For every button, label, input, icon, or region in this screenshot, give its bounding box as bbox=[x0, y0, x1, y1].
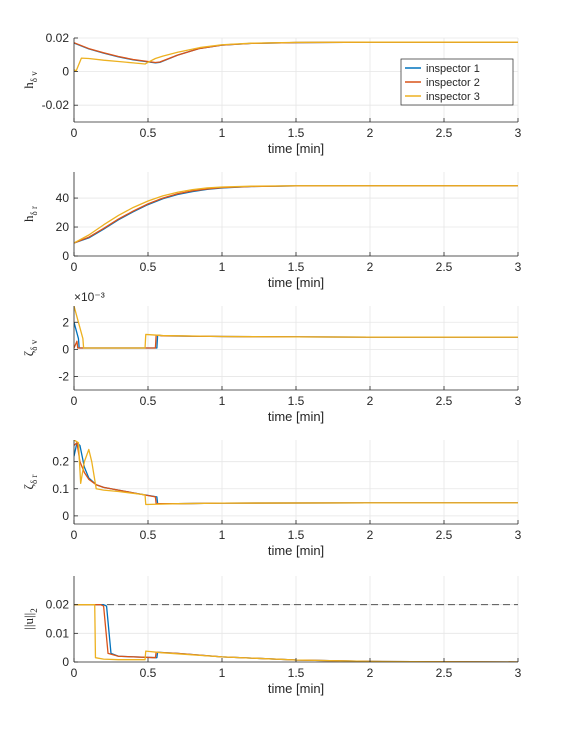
subplot-2: 0 0.5 1 1.5 2 2.5 3 0 20 40 time [min] hδ r bbox=[21, 172, 522, 290]
y-axis-label-subscript: 2 bbox=[29, 608, 39, 613]
x-tick-label: 2.5 bbox=[436, 666, 453, 680]
y-tick-label: 20 bbox=[56, 220, 70, 234]
y-axis-label-main: h bbox=[21, 215, 36, 222]
x-tick-label: 2.5 bbox=[436, 260, 453, 274]
y-axis-label-main: ζ bbox=[21, 483, 36, 489]
series-line-3 bbox=[74, 185, 518, 244]
x-tick-label: 1.5 bbox=[288, 528, 305, 542]
x-tick-label: 2 bbox=[367, 666, 374, 680]
y-tick-label: 0.1 bbox=[52, 482, 69, 496]
y-tick-label: 0 bbox=[62, 65, 69, 79]
series-line-3 bbox=[74, 41, 518, 72]
x-tick-label: 0 bbox=[71, 260, 78, 274]
y-axis-label: ||u||2 bbox=[21, 608, 39, 629]
y-tick-label: 0 bbox=[62, 249, 69, 263]
series-group bbox=[74, 41, 518, 72]
y-axis-label-subscript: δ r bbox=[29, 475, 39, 485]
series-line-3 bbox=[74, 306, 518, 349]
x-tick-label: 0 bbox=[71, 528, 78, 542]
legend-entry-1: inspector 1 bbox=[426, 63, 480, 75]
y-tick-label: 0 bbox=[62, 655, 69, 669]
y-tick-label: -0.02 bbox=[42, 98, 70, 112]
x-tick-label: 2.5 bbox=[436, 126, 453, 140]
legend-entry-2: inspector 2 bbox=[426, 77, 480, 89]
x-tick-label: 1.5 bbox=[288, 394, 305, 408]
y-axis-label-subscript: δ v bbox=[29, 339, 39, 350]
x-tick-label: 0.5 bbox=[140, 666, 157, 680]
x-tick-label: 1.5 bbox=[288, 126, 305, 140]
x-tick-label: 0 bbox=[71, 394, 78, 408]
y-axis-label-main: ||u|| bbox=[21, 613, 36, 630]
x-axis-label: time [min] bbox=[268, 681, 324, 696]
x-tick-label: 1 bbox=[219, 528, 226, 542]
y-tick-label: 0.01 bbox=[46, 626, 70, 640]
y-tick-label: 0.2 bbox=[52, 455, 69, 469]
x-tick-label: 0.5 bbox=[140, 528, 157, 542]
x-tick-label: 0 bbox=[71, 666, 78, 680]
x-tick-label: 1 bbox=[219, 394, 226, 408]
x-tick-label: 2.5 bbox=[436, 394, 453, 408]
y-tick-label: 40 bbox=[56, 191, 70, 205]
y-tick-label: 0.02 bbox=[46, 598, 70, 612]
x-tick-label: 1 bbox=[219, 126, 226, 140]
legend: inspector 1 inspector 2 inspector 3 bbox=[400, 58, 514, 106]
x-tick-label: 0.5 bbox=[140, 260, 157, 274]
x-tick-label: 1.5 bbox=[288, 260, 305, 274]
y-axis-label: hδ r bbox=[21, 206, 39, 222]
y-exponent-label: ×10⁻³ bbox=[74, 290, 105, 304]
x-tick-label: 3 bbox=[515, 666, 522, 680]
x-tick-label: 2 bbox=[367, 528, 374, 542]
x-axis-label: time [min] bbox=[268, 275, 324, 290]
x-tick-label: 0.5 bbox=[140, 394, 157, 408]
series-group bbox=[74, 604, 518, 662]
y-tick-label: -2 bbox=[58, 369, 69, 383]
x-tick-label: 3 bbox=[515, 394, 522, 408]
series-line-3 bbox=[74, 604, 518, 662]
y-tick-label: 0.02 bbox=[46, 31, 70, 45]
x-tick-label: 0.5 bbox=[140, 126, 157, 140]
series-group bbox=[74, 185, 518, 244]
y-tick-label: 2 bbox=[62, 315, 69, 329]
x-tick-label: 1 bbox=[219, 260, 226, 274]
y-axis-label: ζδ r bbox=[21, 475, 39, 490]
x-tick-label: 3 bbox=[515, 260, 522, 274]
series-group bbox=[74, 306, 518, 349]
x-tick-label: 3 bbox=[515, 528, 522, 542]
x-axis-label: time [min] bbox=[268, 543, 324, 558]
y-tick-label: 0 bbox=[62, 509, 69, 523]
y-axis-label-subscript: δ r bbox=[29, 206, 39, 216]
y-axis-label-main: ζ bbox=[21, 350, 36, 356]
subplot-4: 0 0.5 1 1.5 2 2.5 3 0 0.1 0.2 time [min] ζδ r bbox=[21, 440, 522, 558]
x-tick-label: 2 bbox=[367, 394, 374, 408]
series-line-3 bbox=[74, 440, 518, 506]
x-tick-label: 0 bbox=[71, 126, 78, 140]
y-axis-label: ζδ v bbox=[21, 339, 39, 356]
x-tick-label: 2 bbox=[367, 260, 374, 274]
y-axis-label-main: h bbox=[21, 82, 36, 89]
y-axis-label-subscript: δ v bbox=[29, 71, 39, 82]
series-group bbox=[74, 440, 518, 506]
x-tick-label: 1 bbox=[219, 666, 226, 680]
x-tick-label: 3 bbox=[515, 126, 522, 140]
legend-entry-3: inspector 3 bbox=[426, 91, 480, 103]
x-axis-label: time [min] bbox=[268, 141, 324, 156]
y-tick-label: 0 bbox=[62, 342, 69, 356]
y-axis-label: hδ v bbox=[21, 71, 39, 89]
x-tick-label: 2.5 bbox=[436, 528, 453, 542]
x-tick-label: 1.5 bbox=[288, 666, 305, 680]
x-tick-label: 2 bbox=[367, 126, 374, 140]
x-axis-label: time [min] bbox=[268, 409, 324, 424]
